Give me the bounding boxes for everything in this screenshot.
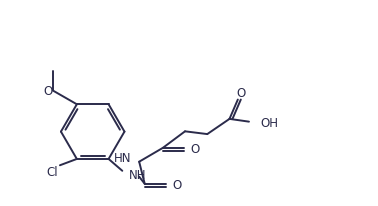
Text: Cl: Cl xyxy=(46,165,58,178)
Text: O: O xyxy=(43,84,53,97)
Text: HN: HN xyxy=(114,152,131,164)
Text: OH: OH xyxy=(260,117,278,130)
Text: NH: NH xyxy=(129,169,147,181)
Text: O: O xyxy=(236,87,245,100)
Text: O: O xyxy=(172,178,182,191)
Text: O: O xyxy=(191,143,200,156)
